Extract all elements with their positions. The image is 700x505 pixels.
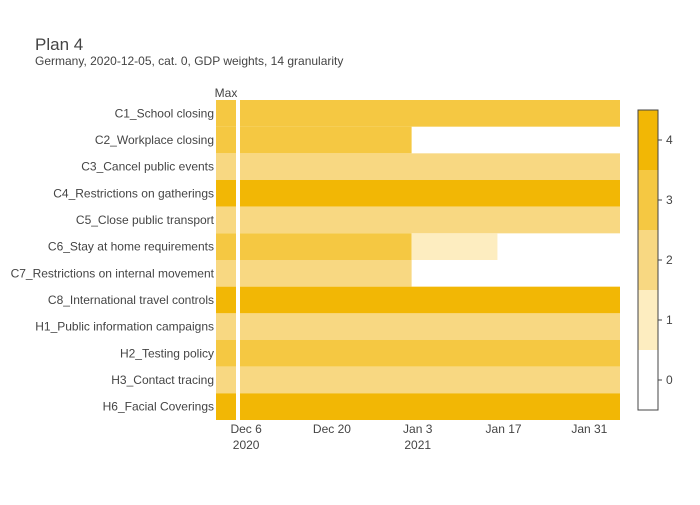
heatmap-cell: [240, 233, 412, 260]
row-label: H1_Public information campaigns: [35, 320, 214, 334]
row-label: C4_Restrictions on gatherings: [53, 186, 214, 200]
row-label: H6_Facial Coverings: [103, 400, 214, 414]
max-cell: [216, 366, 236, 394]
heatmap-cell: [240, 366, 620, 394]
row-label: C2_Workplace closing: [95, 133, 214, 147]
row-label: H3_Contact tracing: [111, 373, 214, 387]
colorbar-band: [638, 170, 658, 230]
heatmap-cell: [240, 126, 412, 154]
colorbar-tick-label: 4: [666, 133, 673, 147]
max-cell: [216, 153, 236, 180]
x-tick-label: Jan 31: [571, 422, 607, 436]
max-cell: [216, 206, 236, 234]
heatmap-cell: [240, 393, 620, 420]
colorbar-band: [638, 230, 658, 290]
max-cell: [216, 126, 236, 154]
chart-title: Plan 4: [35, 35, 83, 54]
colorbar-tick-label: 2: [666, 253, 673, 267]
heatmap-cell: [240, 313, 620, 340]
heatmap-cell: [240, 180, 620, 207]
colorbar-band: [638, 110, 658, 170]
colorbar: 0 1 2 3 4: [637, 109, 673, 411]
x-tick-label: Dec 20: [313, 422, 351, 436]
row-label: C8_International travel controls: [48, 293, 214, 307]
max-cell: [216, 260, 236, 287]
chart-subtitle: Germany, 2020-12-05, cat. 0, GDP weights…: [35, 54, 343, 68]
max-cell: [216, 340, 236, 367]
x-tick-label: Dec 6: [230, 422, 262, 436]
heatmap-cell: [240, 153, 620, 180]
max-cell: [216, 313, 236, 340]
heatmap-cell: [240, 260, 412, 287]
row-label: C7_Restrictions on internal movement: [11, 266, 215, 280]
max-cell: [216, 286, 236, 314]
colorbar-band: [638, 350, 658, 410]
heatmap-cell: [411, 233, 498, 260]
max-column-label: Max: [215, 86, 238, 100]
row-labels: C1_School closing C2_Workplace closing C3_…: [11, 106, 215, 413]
row-label: C3_Cancel public events: [81, 160, 214, 174]
colorbar-band: [638, 290, 658, 350]
x-tick-year-label: 2020: [233, 438, 260, 452]
row-label: C1_School closing: [115, 106, 214, 120]
colorbar-tick-label: 3: [666, 193, 673, 207]
heatmap-cell: [240, 340, 620, 367]
heatmap-cell: [240, 100, 620, 127]
x-tick-label: Jan 17: [486, 422, 522, 436]
max-cell: [216, 100, 236, 127]
x-tick-year-label: 2021: [404, 438, 431, 452]
heatmap-cells: [216, 100, 620, 420]
row-label: C6_Stay at home requirements: [48, 240, 214, 254]
row-label: C5_Close public transport: [76, 213, 215, 227]
colorbar-tick-label: 1: [666, 313, 673, 327]
heatmap-cell: [240, 206, 620, 234]
max-cell: [216, 393, 236, 420]
row-label: H2_Testing policy: [120, 346, 214, 360]
colorbar-tick-label: 0: [666, 373, 673, 387]
max-cell: [216, 233, 236, 260]
heatmap-cell: [240, 286, 620, 314]
x-axis: Dec 6 2020 Dec 20 Jan 3 2021 Jan 17 Jan 31: [230, 422, 607, 452]
max-cell: [216, 180, 236, 207]
x-tick-label: Jan 3: [403, 422, 433, 436]
